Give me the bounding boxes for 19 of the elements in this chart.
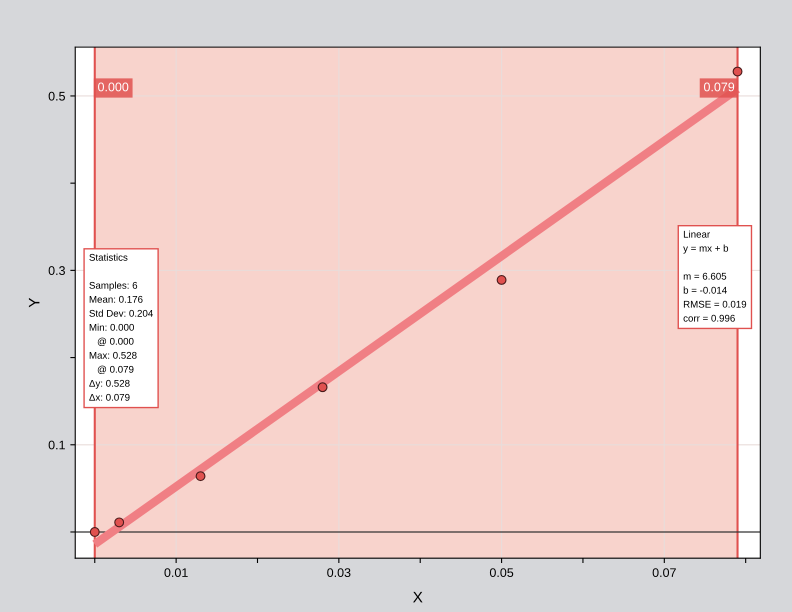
y-tick-label: 0.1 [48,440,65,450]
x-tick-label: 0.01 [164,568,188,578]
x-axis-title: X [413,592,423,602]
point [90,527,100,537]
point [496,275,507,285]
x-tick-label: 0.05 [490,568,514,578]
y-tick-label: 0.3 [48,266,65,276]
x-tick-label: 0.03 [327,568,350,578]
y-tick-label: 0.5 [48,92,65,101]
point [732,66,742,76]
point [318,382,328,392]
x-tick-label: 0.07 [652,568,676,578]
ref-line-label: 0.079 [704,82,734,92]
text: Statistics Samples: 6 Mean: 0.176 Std Dev: 0.204 Min: 0.000 @ 0.000 Max: 0.528 @ 0.079 Δy: 0.528 Δx: 0.079 [89,254,153,401]
point [196,471,206,482]
y-axis-title: Y [28,298,40,308]
point [114,517,124,528]
ref-line-label: 0.000 [98,82,128,92]
text: Linear y = mx + b m = 6.605 b = -0.014 RMSE = 0.019 corr = 0.996 [683,230,746,322]
